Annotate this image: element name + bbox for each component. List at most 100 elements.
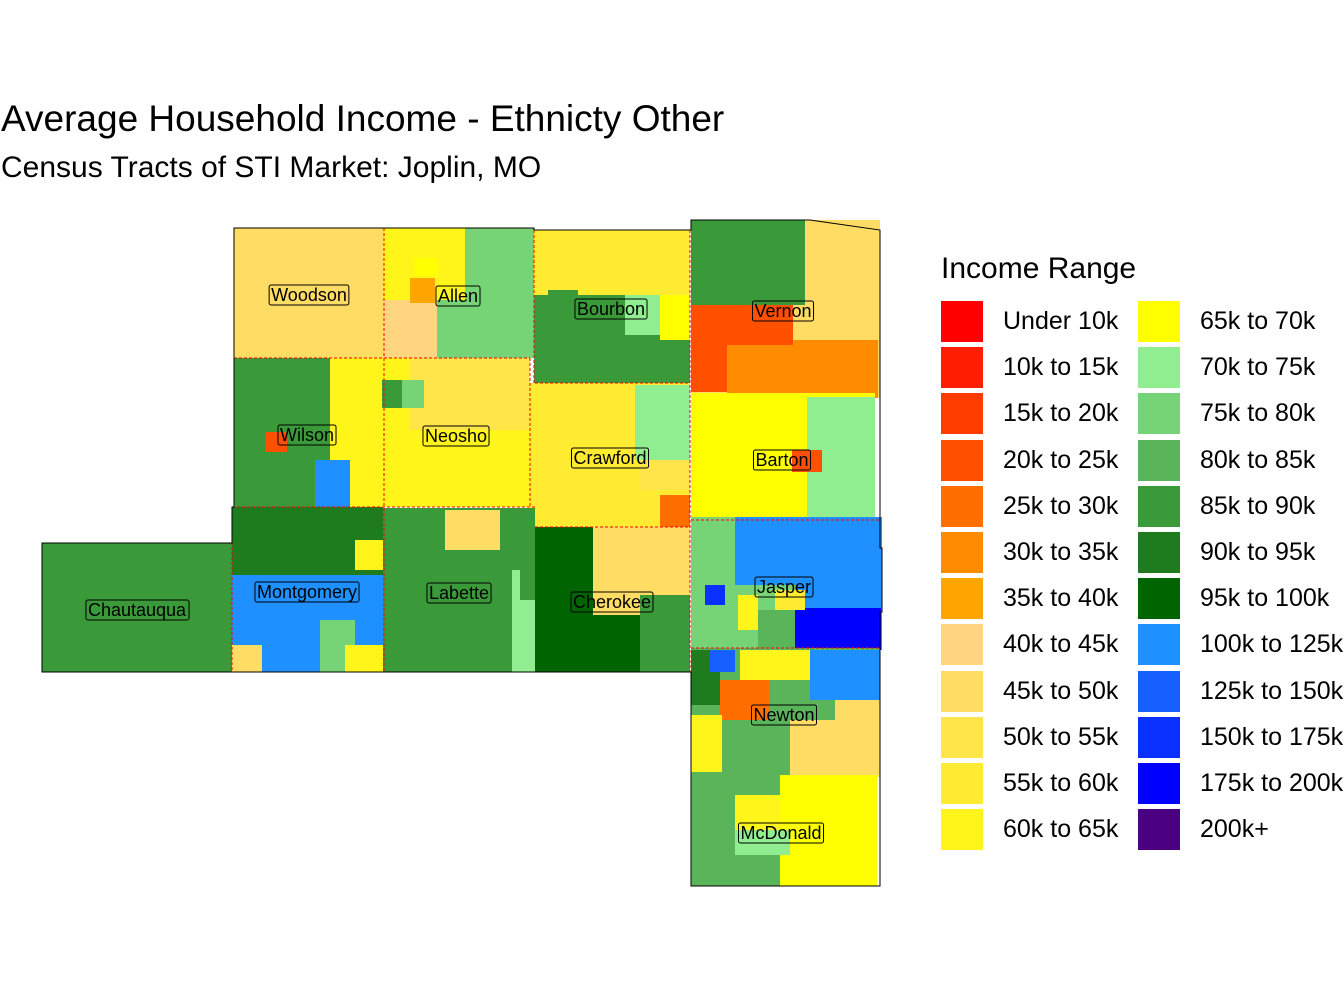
legend-item: 30k to 35k xyxy=(941,532,1118,573)
legend-label: 40k to 45k xyxy=(1003,630,1119,659)
legend-label: 95k to 100k xyxy=(1200,584,1330,613)
census-tract xyxy=(437,300,465,358)
legend-label: 25k to 30k xyxy=(1003,491,1119,520)
census-tract xyxy=(234,228,384,358)
legend-item: 150k to 175k xyxy=(1138,716,1344,758)
county-label-newton: Newton xyxy=(750,704,818,726)
outline xyxy=(41,219,883,887)
legend-label: 90k to 95k xyxy=(1200,538,1316,566)
legend-item: 70k to 75k xyxy=(1138,347,1316,389)
legend-item: 125k to 150k xyxy=(1138,670,1343,712)
legend-item: Under 10k xyxy=(941,301,1118,342)
census-tract xyxy=(445,510,500,550)
census-tract xyxy=(315,460,350,507)
legend-item: 75k to 80k xyxy=(1138,393,1315,435)
census-tract xyxy=(727,305,793,345)
census-tract xyxy=(640,595,690,672)
legend-swatch xyxy=(941,624,983,666)
county-label-allen: Allen xyxy=(435,285,481,307)
county-name: Bourbon xyxy=(577,299,645,319)
legend-swatch xyxy=(941,532,983,573)
census-tracts xyxy=(42,220,882,886)
county-name: Neosho xyxy=(425,426,487,446)
legend-label: 10k to 15k xyxy=(1003,353,1119,382)
census-tract xyxy=(780,775,877,886)
legend-label: 45k to 50k xyxy=(1003,676,1119,705)
county-label-neosho: Neosho xyxy=(422,425,490,447)
census-tract xyxy=(265,432,287,452)
census-tract xyxy=(520,570,535,600)
legend-label: 15k to 20k xyxy=(1003,399,1119,428)
county-label-cherokee: Cherokee xyxy=(570,591,654,613)
county-label-woodson: Woodson xyxy=(268,284,350,306)
legend-swatch xyxy=(1138,439,1180,481)
census-tract xyxy=(42,543,232,672)
legend-label: 80k to 85k xyxy=(1200,445,1316,474)
census-tract xyxy=(593,595,640,615)
county-name: Woodson xyxy=(271,285,347,305)
census-tract xyxy=(735,795,780,830)
legend-swatch xyxy=(1138,347,1180,389)
census-tract xyxy=(410,278,435,303)
legend-item: 85k to 90k xyxy=(1138,485,1316,527)
census-tract xyxy=(835,700,880,777)
legend-label: 35k to 40k xyxy=(1003,584,1119,613)
census-tract xyxy=(660,295,690,340)
county-label-vernon: Vernon xyxy=(751,300,815,322)
legend-swatch xyxy=(1138,578,1180,620)
county-label-barton: Barton xyxy=(752,449,812,471)
legend-label: 20k to 25k xyxy=(1003,445,1119,474)
legend-title: Income Range xyxy=(941,252,1137,285)
legend-item: 15k to 20k xyxy=(941,393,1119,435)
census-tract xyxy=(720,680,770,720)
map-subtitle: Census Tracts of STI Market: Joplin, MO xyxy=(1,151,542,184)
legend-item: 100k to 125k xyxy=(1138,624,1344,666)
legend-swatch xyxy=(941,485,983,527)
census-tract xyxy=(410,358,530,430)
census-tract xyxy=(660,495,690,527)
county-label-jasper: Jasper xyxy=(754,576,814,598)
legend-swatch xyxy=(1138,624,1180,666)
legend-item: 20k to 25k xyxy=(941,439,1119,481)
legend-swatch xyxy=(941,670,983,712)
legend-item: 25k to 30k xyxy=(941,485,1119,527)
legend-label: 85k to 90k xyxy=(1200,491,1316,520)
census-tract xyxy=(384,300,437,358)
county-name: Barton xyxy=(755,450,808,470)
county-name: Allen xyxy=(438,286,478,306)
legend-item: 65k to 70k xyxy=(1138,301,1315,342)
legend-label: 55k to 60k xyxy=(1003,769,1119,797)
census-tract xyxy=(414,258,438,276)
legend-swatch xyxy=(1138,670,1180,712)
county-name: Montgomery xyxy=(257,582,357,602)
legend-label: 100k to 125k xyxy=(1200,630,1344,659)
county-label-montgomery: Montgomery xyxy=(254,581,360,603)
legend-label: 150k to 175k xyxy=(1200,722,1344,751)
legend-item: 45k to 50k xyxy=(941,670,1119,712)
legend-label: 200k+ xyxy=(1200,815,1269,844)
census-tract xyxy=(232,645,262,672)
county-name: Cherokee xyxy=(573,592,651,612)
legend-swatch xyxy=(941,578,983,620)
county-name: Jasper xyxy=(757,577,811,597)
legend-swatch xyxy=(941,716,983,758)
census-tract xyxy=(775,590,805,610)
census-tract xyxy=(691,517,735,585)
census-tract xyxy=(738,595,758,630)
legend-swatch xyxy=(941,347,983,389)
legend-swatch xyxy=(1138,485,1180,527)
legend-item: 80k to 85k xyxy=(1138,439,1316,481)
legend-swatch xyxy=(1138,301,1180,342)
legend-swatch xyxy=(1138,716,1180,758)
legend-label: 50k to 55k xyxy=(1003,722,1119,751)
legend-swatch xyxy=(1138,763,1180,804)
census-tract xyxy=(795,608,881,650)
census-tract xyxy=(640,460,690,490)
legend-label: 60k to 65k xyxy=(1003,815,1119,844)
map-title: Average Household Income - Ethnicty Othe… xyxy=(1,98,725,139)
county-name: Chautauqua xyxy=(88,600,187,620)
legend-label: 70k to 75k xyxy=(1200,353,1316,382)
legend-label: 175k to 200k xyxy=(1200,769,1344,797)
legend-item: 55k to 60k xyxy=(941,763,1118,804)
